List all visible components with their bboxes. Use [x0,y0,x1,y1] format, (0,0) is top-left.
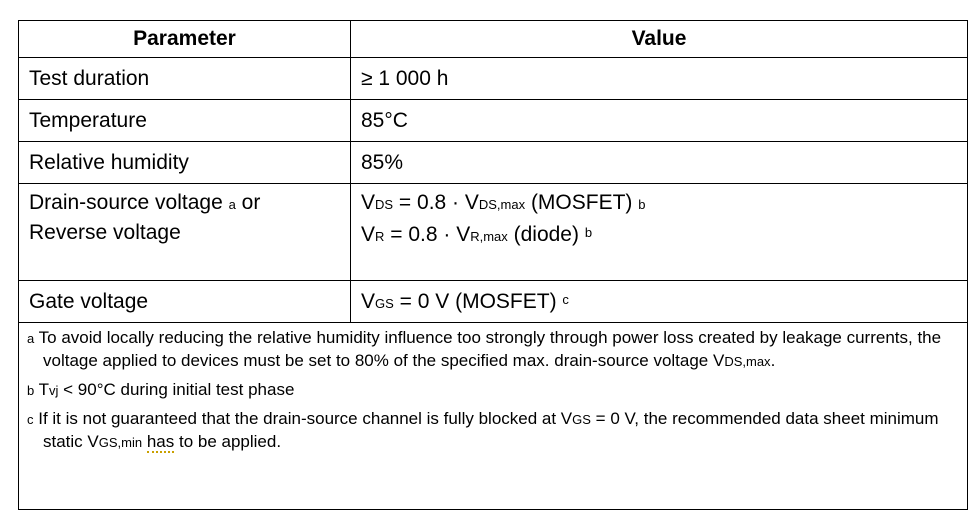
value-text: V [361,289,376,313]
footnote-text: < 90°C during initial test phase [58,380,295,399]
subscript: DS,max [478,197,526,212]
footnote-text: To avoid locally reducing the relative h… [34,328,942,370]
value-cell: 85°C [350,99,968,142]
value-text: = 0 V (MOSFET) [393,289,563,313]
value-text: = 0.8 · V [384,223,471,246]
value-cell: VGS = 0 V (MOSFET) c [350,280,968,323]
footnote-text: . [770,351,776,370]
footnote-mark: a [27,331,35,346]
footnote-mark: c [27,412,34,427]
table-row: Temperature 85°C [18,99,968,142]
param-text: Drain-source voltage [29,191,223,214]
value-cell: VDS = 0.8 · VDS,max (MOSFET) b VR = 0.8 … [350,183,968,281]
footnote-text: = 0 V, the recommended data sheet minimu… [43,409,939,451]
footnote-mark: b [27,383,35,398]
footnote-ref: c [562,291,569,307]
value-text: (MOSFET) [525,191,639,214]
spellcheck-flagged-word: has [146,432,175,453]
footnote-text: T [34,380,50,399]
table-row: Relative humidity 85% [18,141,968,184]
value-cell: 85% [350,141,968,184]
subscript: GS [375,295,394,311]
footnote-text: to be applied. [174,432,282,451]
footnote-b: b Tvj < 90°C during initial test phase [27,379,959,402]
subscript: GS,min [98,435,143,450]
footnote-text: If it is not guaranteed that the drain-s… [33,409,573,428]
subscript: vj [49,383,59,398]
footnotes-row: a To avoid locally reducing the relative… [18,322,968,510]
footnote-ref: b [584,225,593,240]
table-row: Gate voltage VGS = 0 V (MOSFET) c [18,280,968,323]
value-text: V [361,191,376,214]
table-row: Test duration ≥ 1 000 h [18,57,968,100]
subscript: R,max [470,229,508,244]
subscript: DS,max [724,354,771,369]
param-cell: Gate voltage [18,280,351,323]
param-cell: Temperature [18,99,351,142]
table-row: Drain-source voltage a or Reverse voltag… [18,183,968,281]
value-text: V [361,223,376,246]
header-parameter: Parameter [18,20,351,58]
subscript: R [375,229,385,244]
param-cell: Drain-source voltage a or Reverse voltag… [18,183,351,281]
header-row: Parameter Value [18,20,968,58]
param-text: Reverse voltage [29,221,181,244]
footnote-a: a To avoid locally reducing the relative… [27,327,959,373]
subscript: GS [572,412,591,427]
footnote-c: c If it is not guaranteed that the drain… [27,408,959,454]
value-text: (diode) [507,223,585,246]
param-cell: Test duration [18,57,351,100]
footnote-ref: a [228,197,236,212]
value-text: = 0.8 · V [393,191,479,214]
param-text: or [235,191,261,214]
value-cell: ≥ 1 000 h [350,57,968,100]
header-value: Value [350,20,968,58]
subscript: DS [375,197,394,212]
footnote-ref: b [638,197,646,212]
test-conditions-table: Parameter Value Test duration ≥ 1 000 h … [18,20,968,510]
footnotes-cell: a To avoid locally reducing the relative… [18,322,968,510]
param-cell: Relative humidity [18,141,351,184]
